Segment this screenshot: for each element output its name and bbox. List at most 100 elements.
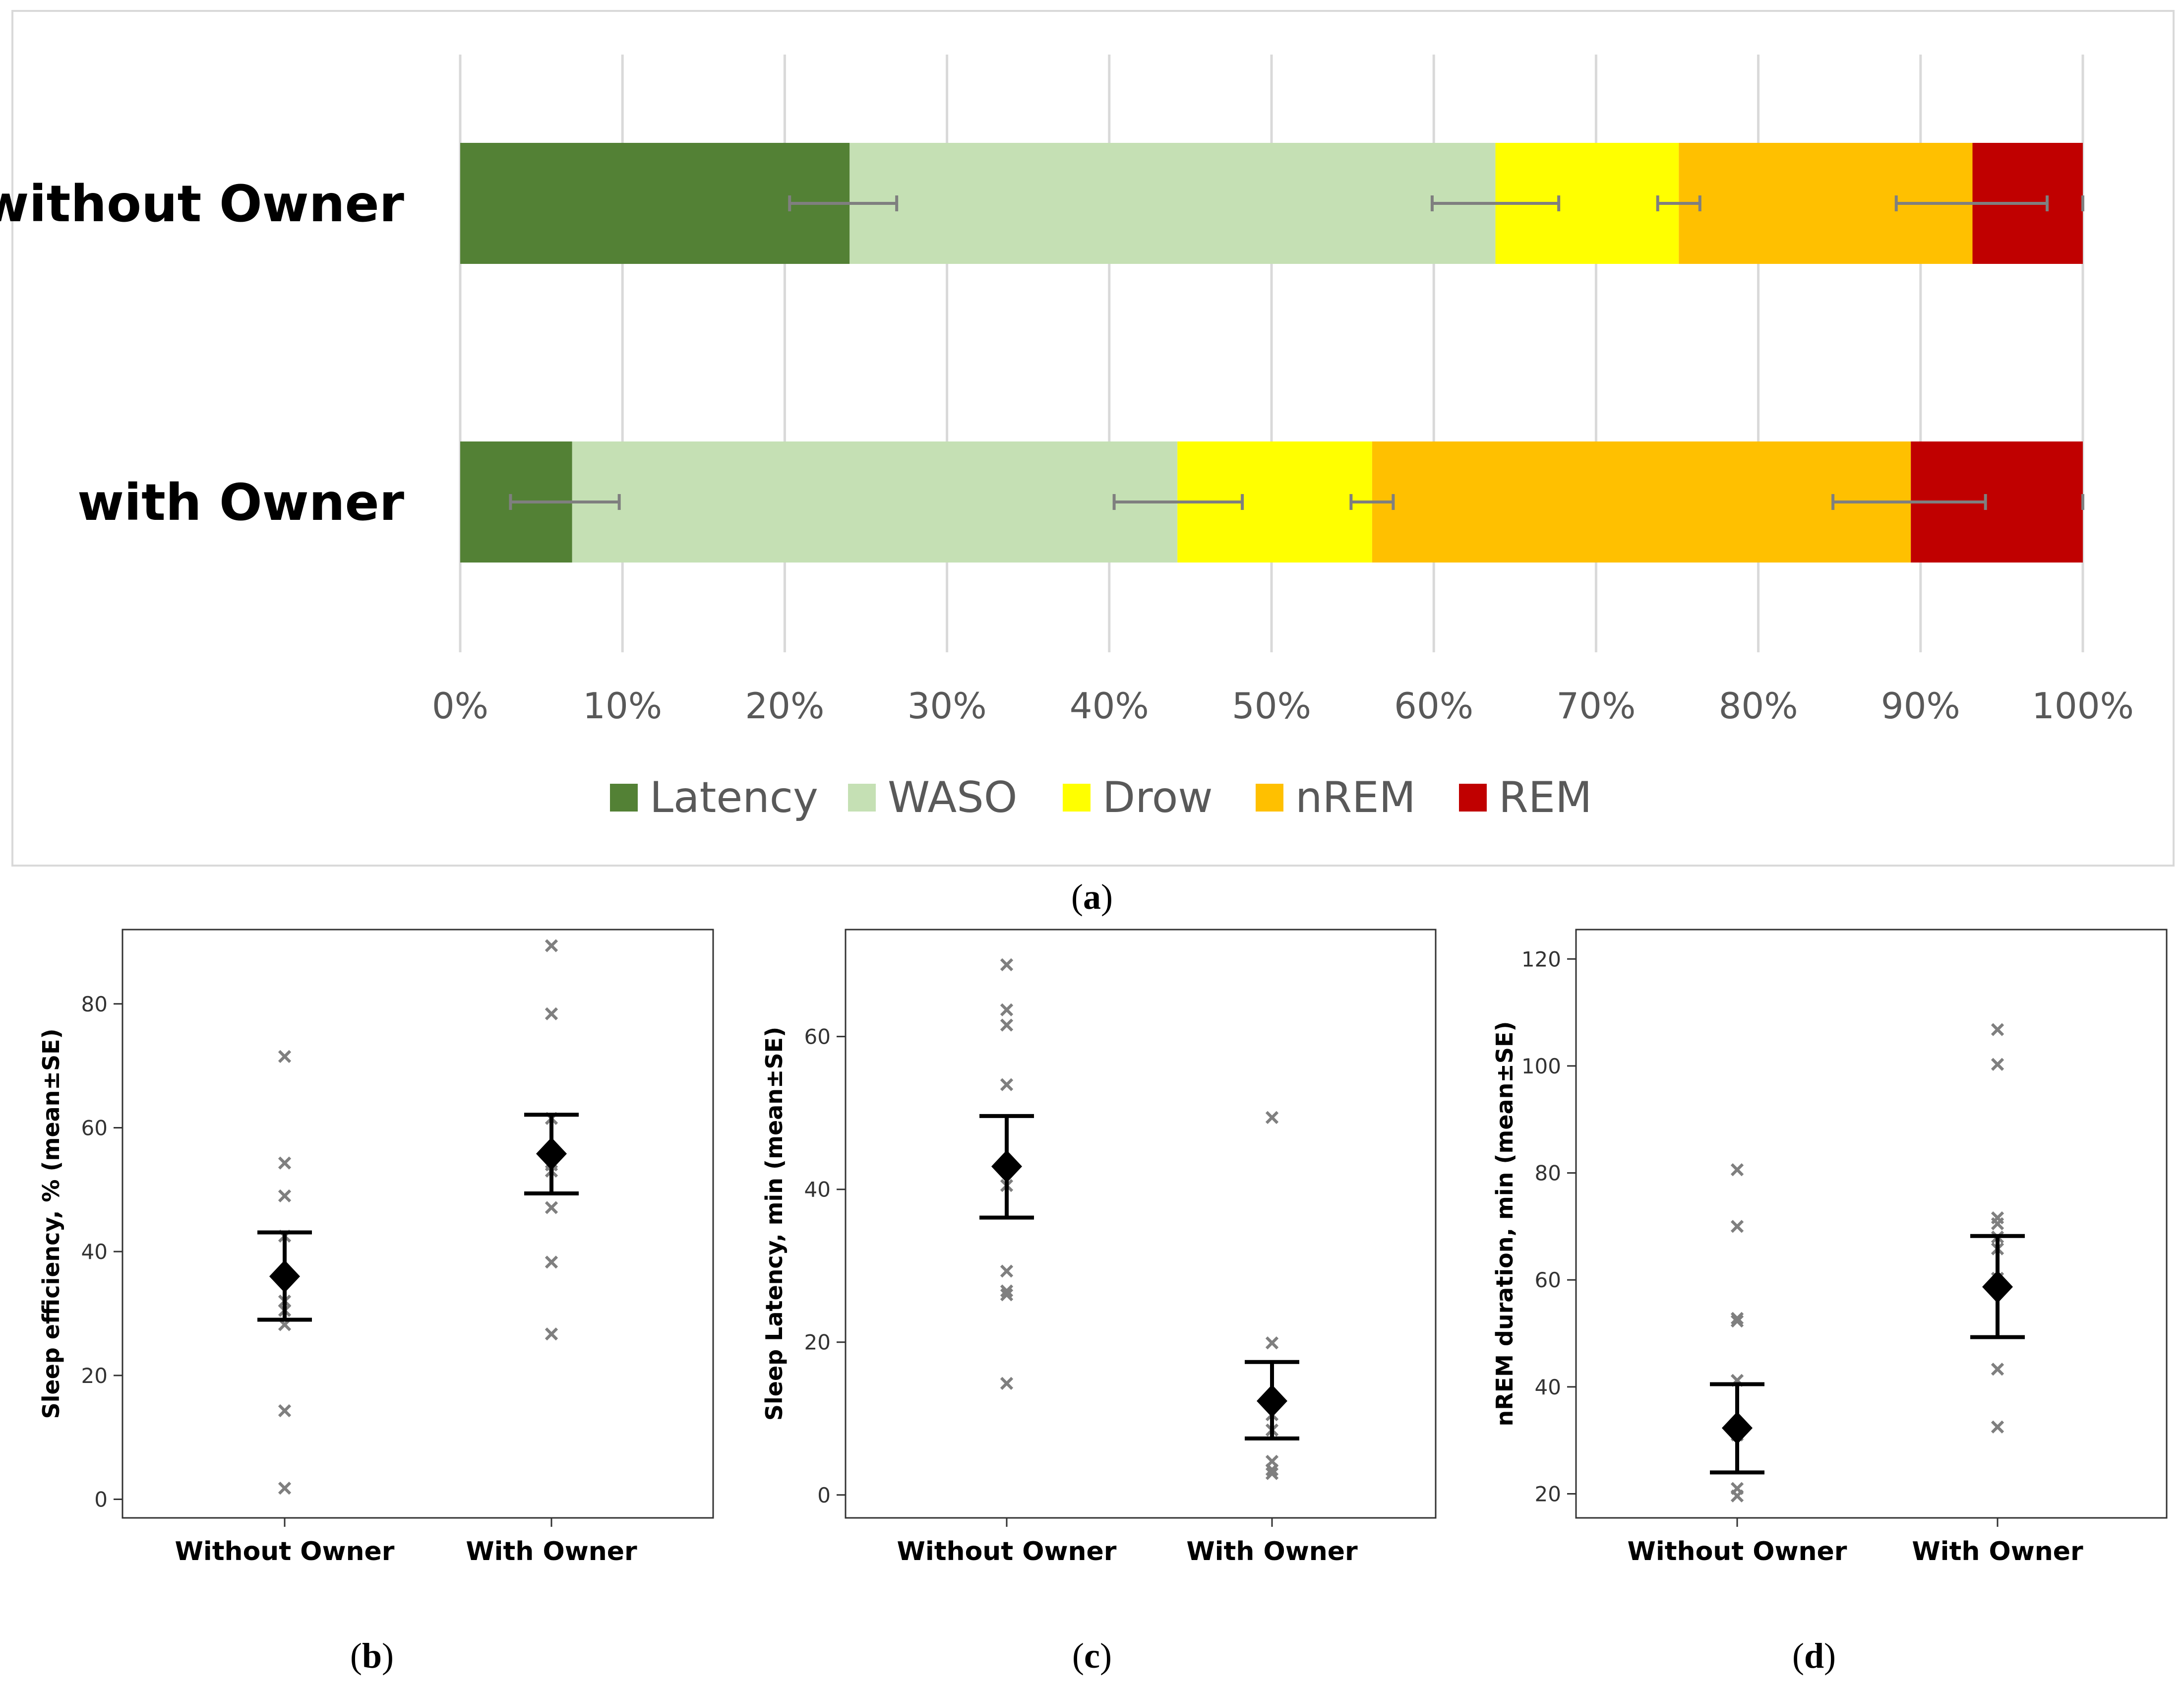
- x-tick-label-90: 90%: [1881, 685, 1960, 727]
- data-point-stroke: [1991, 1420, 2004, 1434]
- x-tick-label-with-owner: With Owner: [1186, 1537, 1358, 1566]
- x-tick-label-30: 30%: [908, 685, 987, 727]
- error-bar-with-owner-drow: [1349, 494, 1395, 510]
- x-tick-label-20: 20%: [745, 685, 824, 727]
- data-point-without-owner: [278, 1156, 292, 1170]
- y-tick-label-60: 60: [81, 1116, 108, 1140]
- mean-diamond-with-owner: [536, 1137, 567, 1170]
- error-bar-without-owner-nrem: [1894, 195, 2049, 211]
- data-point-without-owner: [278, 1404, 292, 1418]
- panel-d-label: (d): [1792, 1636, 1836, 1676]
- y-axis-label: nREM duration, min (mean±SE): [1491, 1021, 1518, 1427]
- data-point-stroke: [545, 1007, 558, 1020]
- data-point-stroke: [1730, 1220, 1744, 1233]
- data-point-without-owner: [1000, 1003, 1014, 1016]
- data-point-with-owner: [1991, 1363, 2004, 1376]
- data-point-stroke: [1265, 1463, 1279, 1477]
- bar-without-owner-waso: [849, 143, 1496, 264]
- panel-b-label: (b): [350, 1636, 394, 1676]
- panel-b-sleep-efficiency-plot: 0 20 40 60 80 Sleep efficiency, % (mean±SE) Wi…: [38, 929, 714, 1566]
- legend-label-waso: WASO: [888, 773, 1017, 822]
- data-point-with-owner: [1991, 1023, 2004, 1036]
- data-point-stroke: [1991, 1058, 2004, 1071]
- legend-swatch-waso: [848, 784, 876, 812]
- legend-swatch-rem: [1459, 784, 1487, 812]
- data-point-stroke: [1000, 1003, 1014, 1016]
- bar-with-owner-waso: [572, 441, 1178, 563]
- x-tick-label-without-owner: Without Owner: [1628, 1537, 1847, 1566]
- y-tick-label-120: 120: [1521, 947, 1561, 971]
- data-point-with-owner: [545, 1201, 558, 1214]
- x-tick-label-without-owner: Without Owner: [175, 1537, 395, 1566]
- plot-frame: [845, 929, 1437, 1519]
- data-point-stroke: [545, 1255, 558, 1269]
- data-point-stroke: [1000, 1377, 1014, 1390]
- x-tick-label-70: 70%: [1556, 685, 1636, 727]
- y-tick-label-80: 80: [81, 992, 108, 1016]
- error-bar-without-owner-waso: [1430, 195, 1561, 211]
- data-point-stroke: [1000, 1018, 1014, 1032]
- data-point-stroke: [278, 1050, 292, 1064]
- data-point-with-owner: [545, 939, 558, 952]
- x-tick-label-60: 60%: [1394, 685, 1473, 727]
- panel-a-frame: [11, 10, 2175, 867]
- data-point-without-owner: [278, 1050, 292, 1064]
- mean-diamond-with-owner: [1257, 1384, 1287, 1418]
- mean-diamond-without-owner: [1722, 1411, 1753, 1444]
- data-point-stroke: [1000, 1284, 1014, 1298]
- panel-c-label: (c): [1072, 1636, 1112, 1676]
- data-point-stroke: [1265, 1467, 1279, 1480]
- data-point-with-owner: [545, 1007, 558, 1020]
- data-point-with-owner: [1265, 1463, 1279, 1477]
- x-tick-label-with-owner: With Owner: [1912, 1537, 2083, 1566]
- data-point-without-owner: [1730, 1315, 1744, 1328]
- data-point-stroke: [1265, 1336, 1279, 1350]
- data-point-with-owner: [1991, 1217, 2004, 1231]
- data-point-stroke: [1991, 1363, 2004, 1376]
- y-tick-label-40: 40: [1535, 1375, 1561, 1399]
- panel-d-nrem-duration-plot: 20 40 60 80 100 120 nREM duration, min (mean±S…: [1491, 929, 2168, 1566]
- plot-frame: [121, 929, 714, 1519]
- data-point-stroke: [545, 939, 558, 952]
- data-point-stroke: [1730, 1489, 1744, 1503]
- panel-a-stacked-bar-chart: without Owner with Owner 0% 10% 20% 30% 40% 50%…: [0, 55, 2134, 822]
- y-tick-label-60: 60: [1535, 1268, 1561, 1292]
- x-tick-label-without-owner: Without Owner: [897, 1537, 1117, 1566]
- category-label-with-owner: with Owner: [77, 473, 404, 532]
- data-point-without-owner: [1000, 1288, 1014, 1302]
- mean-diamond-without-owner: [269, 1260, 300, 1293]
- legend-swatch-latency: [610, 784, 638, 812]
- data-point-with-owner: [1265, 1111, 1279, 1125]
- y-axis-label: Sleep Latency, min (mean±SE): [761, 1027, 788, 1421]
- legend-swatch-drow: [1063, 784, 1091, 812]
- legend-label-latency: Latency: [650, 773, 818, 822]
- data-point-without-owner: [1000, 1018, 1014, 1032]
- data-point-stroke: [1000, 1078, 1014, 1091]
- data-point-without-owner: [1000, 958, 1014, 971]
- data-point-stroke: [1991, 1217, 2004, 1231]
- data-point-stroke: [1730, 1312, 1744, 1325]
- data-point-without-owner: [1000, 1078, 1014, 1091]
- data-point-with-owner: [1265, 1467, 1279, 1480]
- data-point-without-owner: [1730, 1220, 1744, 1233]
- data-point-with-owner: [545, 1327, 558, 1341]
- data-point-stroke: [1730, 1163, 1744, 1177]
- y-axis-label: Sleep efficiency, % (mean±SE): [38, 1028, 64, 1419]
- data-point-stroke: [545, 1327, 558, 1341]
- y-tick-label-0: 0: [94, 1488, 108, 1512]
- error-bar-with-owner-latency: [509, 494, 621, 510]
- data-point-without-owner: [1000, 1284, 1014, 1298]
- y-tick-label-60: 60: [804, 1025, 831, 1049]
- x-tick-label-100: 100%: [2032, 685, 2134, 727]
- mean-diamond-with-owner: [1982, 1270, 2013, 1304]
- data-point-stroke: [1000, 1264, 1014, 1278]
- y-tick-label-40: 40: [81, 1240, 108, 1264]
- x-tick-label-with-owner: With Owner: [466, 1537, 637, 1566]
- bar-with-owner-nrem: [1372, 441, 1911, 563]
- y-tick-label-80: 80: [1535, 1161, 1561, 1186]
- error-bar-without-owner-drow: [1656, 195, 1701, 211]
- x-tick-label-0: 0%: [432, 685, 488, 727]
- y-tick-label-20: 20: [1535, 1482, 1561, 1506]
- data-point-stroke: [278, 1189, 292, 1202]
